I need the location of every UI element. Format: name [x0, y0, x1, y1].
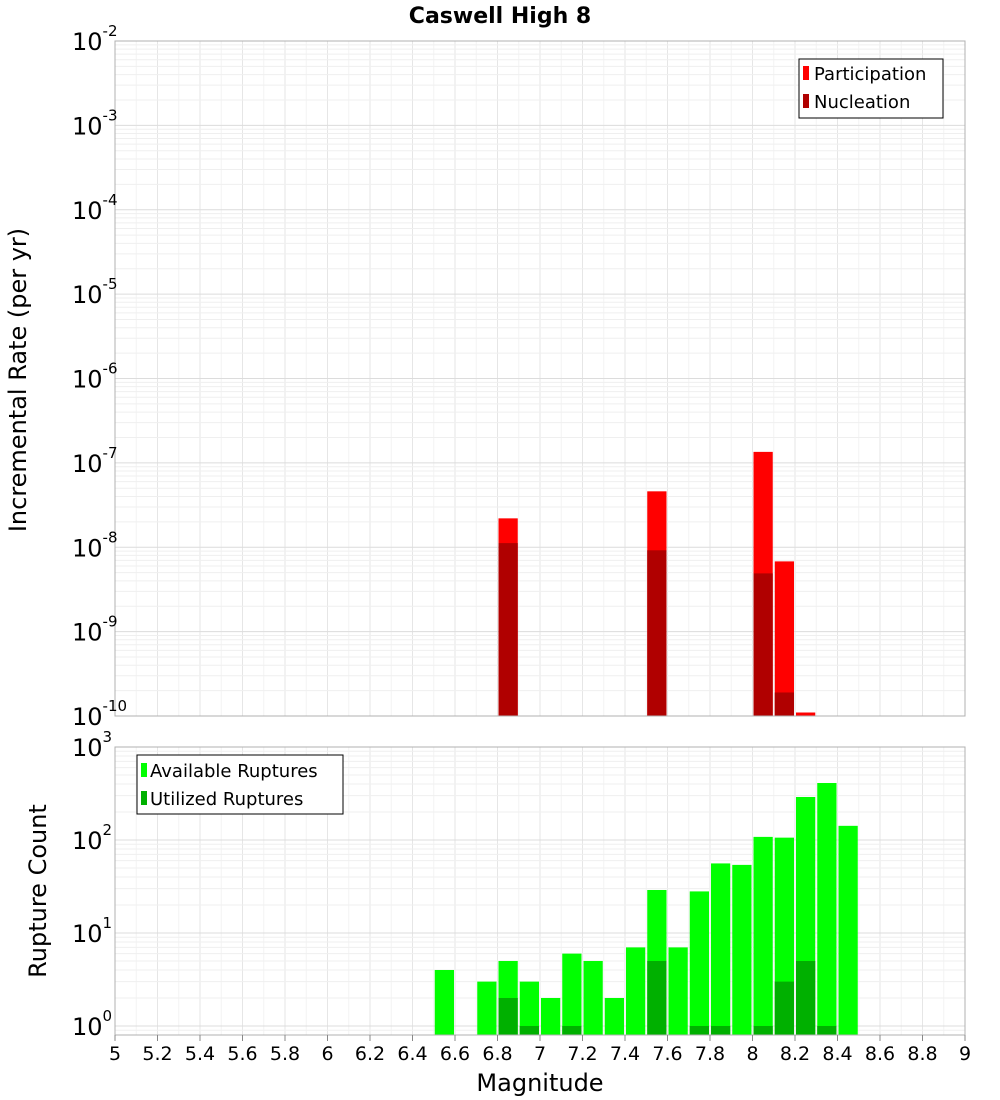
count-y-tick-label: 102: [72, 821, 112, 855]
count-series-0-bar: [626, 947, 646, 1035]
rate-y-tick-label: 10-6: [72, 360, 118, 394]
available-legend-label: Available Ruptures: [150, 761, 318, 782]
count-series-0-bar: [711, 863, 731, 1035]
rate-y-tick-label: 10-8: [72, 528, 118, 562]
count-series-0-bar: [562, 953, 582, 1035]
count-series-0-bar: [519, 981, 539, 1035]
x-tick-label: 8: [746, 1043, 758, 1065]
rate-y-tick-label: 10-9: [72, 613, 118, 647]
x-tick-label: 5: [109, 1043, 121, 1065]
available-legend-swatch: [141, 763, 147, 777]
rate-plot-border: [114, 40, 966, 717]
rate-bars: [498, 451, 816, 716]
count-series-1-bar: [519, 1025, 539, 1035]
count-series-0-bar: [732, 864, 752, 1035]
count-series-1-bar: [562, 1025, 582, 1035]
count-series-1-bar: [796, 960, 816, 1035]
count-series-1-bar: [817, 1025, 837, 1035]
rate-series-0-bar: [796, 712, 816, 716]
participation-legend-swatch: [803, 66, 809, 80]
count-legend: Available Ruptures Utilized Ruptures: [136, 754, 344, 815]
count-series-1-bar: [498, 997, 518, 1035]
x-tick-label: 6.4: [397, 1043, 427, 1065]
x-tick-label: 7.6: [652, 1043, 682, 1065]
count-series-0-bar: [689, 891, 709, 1035]
x-tick-label: 8.6: [865, 1043, 895, 1065]
rate-y-tick-label: 10-7: [72, 444, 118, 478]
x-tick-label: 7: [534, 1043, 546, 1065]
x-tick-label: 8.8: [907, 1043, 937, 1065]
x-tick-label: 7.4: [610, 1043, 640, 1065]
count-y-tick-label: 101: [72, 914, 112, 948]
count-series-1-bar: [689, 1025, 709, 1035]
count-y-tick-label: 103: [72, 728, 112, 762]
count-series-1-bar: [711, 1025, 731, 1035]
x-tick-label: 5.6: [227, 1043, 257, 1065]
x-axis-label: Magnitude: [476, 1069, 603, 1097]
rate-legend: Participation Nucleation: [798, 58, 944, 119]
rate-series-1-bar: [753, 573, 773, 716]
rate-y-ticks: 10-10 10-9 10-8 10-7 10-6 10-5 10-4 10-3 10-2: [72, 22, 127, 731]
rate-series-1-bar: [498, 543, 518, 716]
x-tick-label: 5.8: [270, 1043, 300, 1065]
count-series-0-bar: [604, 997, 624, 1035]
x-tick-label: 7.8: [695, 1043, 725, 1065]
x-tick-label: 7.2: [567, 1043, 597, 1065]
count-series-0-bar: [583, 960, 603, 1035]
rate-series-1-bar: [647, 550, 667, 716]
x-tick-label: 9: [959, 1043, 971, 1065]
x-tick-label: 6.2: [355, 1043, 385, 1065]
rate-y-tick-label: 10-5: [72, 275, 118, 309]
count-series-0-bar: [668, 947, 688, 1035]
rate-panel: 10-10 10-9 10-8 10-7 10-6 10-5 10-4 10-3 10-2 In…: [4, 22, 966, 731]
x-tick-label: 5.4: [185, 1043, 215, 1065]
count-series-1-bar: [753, 1025, 773, 1035]
rate-legend-box: [798, 58, 944, 119]
rupture-count-panel: 100 101 102 103 5 5.2 5.4 5.6 5.8 6 6.2 6.4 6.6 6.8 7…: [24, 728, 971, 1097]
count-series-0-bar: [753, 836, 773, 1035]
count-legend-box: [136, 754, 344, 815]
count-series-0-bar: [541, 997, 561, 1035]
nucleation-legend-label: Nucleation: [814, 92, 910, 113]
count-series-0-bar: [434, 969, 454, 1035]
utilized-legend-swatch: [141, 791, 147, 805]
x-tick-label: 6.8: [482, 1043, 512, 1065]
count-series-1-bar: [774, 981, 794, 1035]
count-series-0-bar: [477, 981, 497, 1035]
rate-y-tick-label: 10-4: [72, 191, 118, 225]
participation-legend-label: Participation: [814, 64, 926, 85]
count-series-1-bar: [647, 960, 667, 1035]
count-y-tick-label: 100: [72, 1007, 112, 1041]
x-tick-label: 8.2: [780, 1043, 810, 1065]
x-tick-label: 5.2: [142, 1043, 172, 1065]
count-y-axis-label: Rupture Count: [24, 804, 52, 978]
rate-y-tick-label: 10-3: [72, 106, 118, 140]
rate-y-tick-label: 10-2: [72, 22, 118, 56]
count-series-0-bar: [817, 783, 837, 1035]
rate-y-tick-label: 10-10: [72, 697, 127, 731]
utilized-legend-label: Utilized Ruptures: [150, 789, 303, 810]
x-tick-label: 6: [321, 1043, 333, 1065]
chart-title: Caswell High 8: [409, 4, 591, 29]
rate-grid: [114, 41, 966, 717]
rate-y-axis-label: Incremental Rate (per yr): [4, 228, 32, 532]
x-tick-label: 6.6: [440, 1043, 470, 1065]
rate-series-0-bar: [774, 561, 794, 716]
nucleation-legend-swatch: [803, 94, 809, 108]
count-bars: [434, 783, 858, 1035]
rate-series-1-bar: [774, 692, 794, 716]
count-x-ticks: 5 5.2 5.4 5.6 5.8 6 6.2 6.4 6.6 6.8 7 7.2 7.4 7.6 7.8 8…: [109, 1035, 971, 1065]
count-y-ticks: 100 101 102 103: [72, 728, 112, 1041]
x-tick-label: 8.4: [822, 1043, 852, 1065]
count-series-0-bar: [838, 825, 858, 1035]
